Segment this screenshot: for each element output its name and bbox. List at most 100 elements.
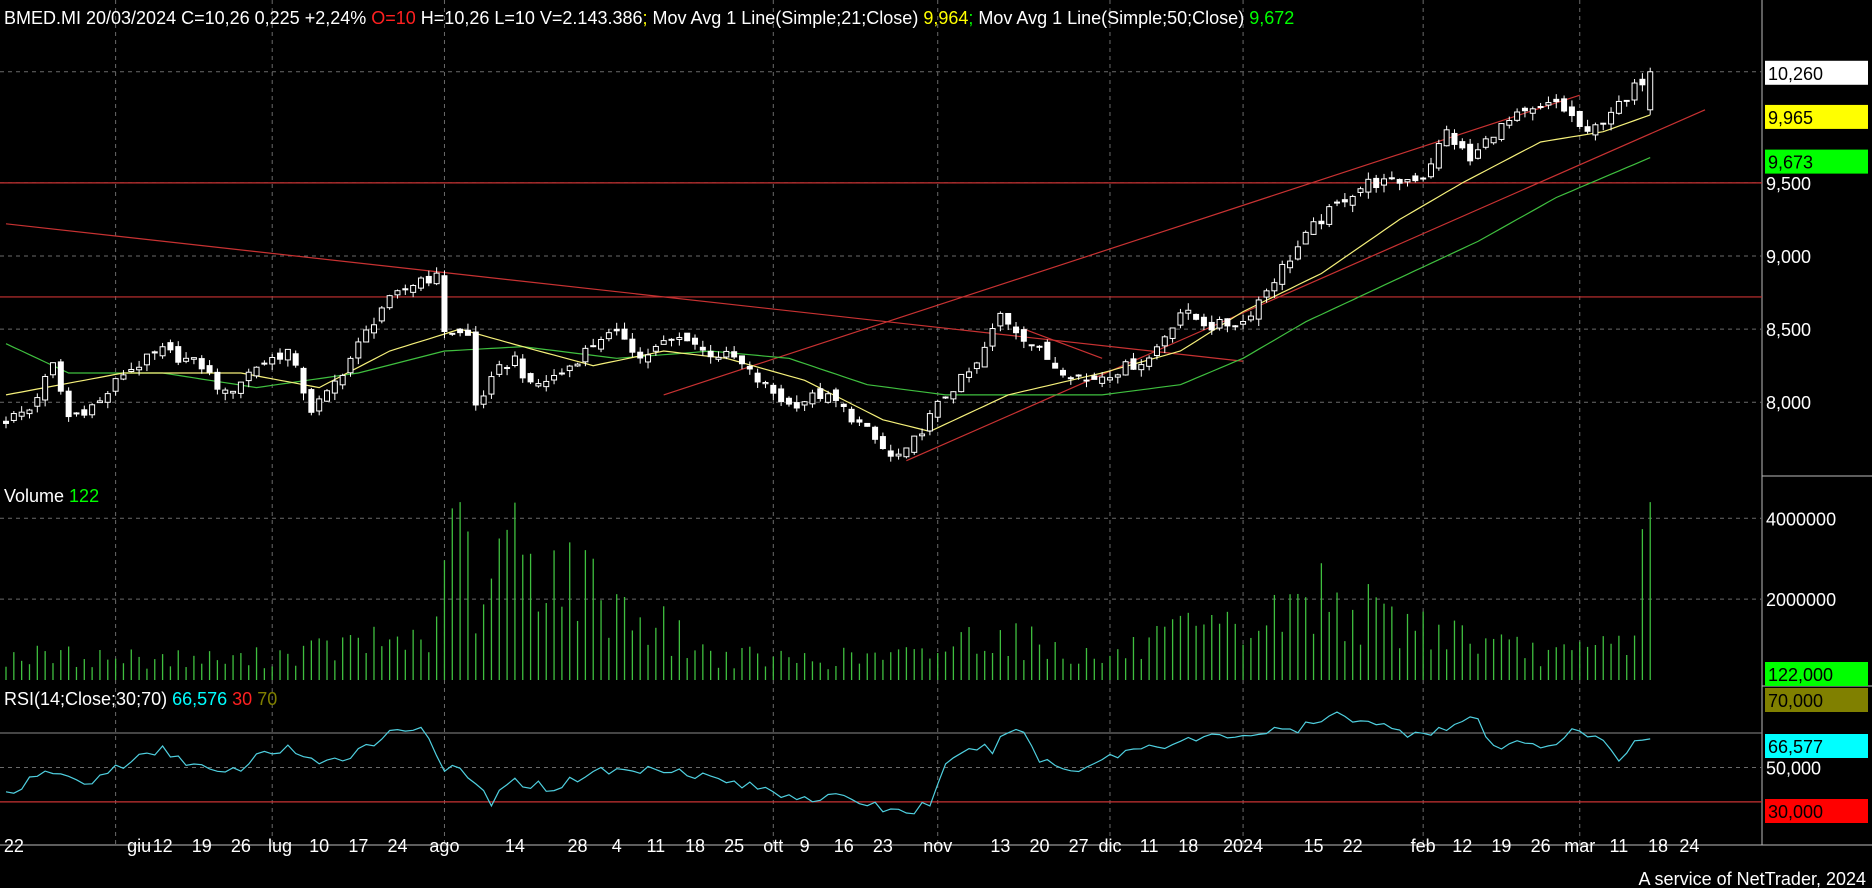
candle-body [324, 390, 331, 402]
candle-body [214, 371, 221, 390]
date-tick-label: 10 [309, 836, 329, 856]
candle-body [1545, 102, 1552, 106]
date-tick-label: 17 [348, 836, 368, 856]
candle-body [128, 368, 135, 372]
candle-body [245, 371, 252, 382]
candle-body [801, 401, 808, 406]
price-badge-bg [1765, 149, 1868, 174]
candle-body [919, 433, 926, 437]
candle-body [1224, 318, 1231, 327]
date-tick-label: 28 [568, 836, 588, 856]
candle-body [840, 403, 847, 407]
candle-body [856, 419, 863, 423]
candle-body [402, 288, 409, 291]
date-tick-label: 23 [873, 836, 893, 856]
trendline [1023, 328, 1103, 359]
candle-body [198, 358, 205, 370]
rsi-tick-label: 50,000 [1766, 758, 1821, 778]
grid [0, 0, 1872, 846]
candle-body [825, 393, 832, 403]
date-tick-label: mar [1564, 836, 1595, 856]
candle-body [1161, 336, 1168, 347]
candle-body [190, 357, 197, 360]
candle-body [605, 332, 612, 340]
candle-body [637, 351, 644, 359]
candle-body [449, 332, 456, 335]
candle-body [1020, 329, 1027, 342]
candle-body [151, 351, 158, 354]
candle-body [746, 365, 753, 370]
candle-body [1114, 374, 1121, 378]
candle-body [551, 374, 558, 381]
rsi-badge-bg [1765, 734, 1868, 758]
candle-body [386, 295, 393, 309]
volume-badge: 122,000 [1768, 665, 1833, 685]
candle-body [1623, 99, 1630, 102]
candle-body [1240, 321, 1247, 325]
candle-body [488, 376, 495, 395]
candle-body [934, 400, 941, 418]
candle-body [480, 395, 487, 405]
rsi-legend: RSI(14;Close;30;70) 66,576 30 70 [4, 689, 277, 709]
rsi-badge-bg [1765, 799, 1868, 823]
candle-body [817, 388, 824, 399]
date-tick-label: 20 [1029, 836, 1049, 856]
candle-body [809, 392, 816, 405]
candle-body [347, 357, 354, 374]
candle-body [527, 373, 534, 383]
candle-body [183, 357, 190, 362]
candle-body [1600, 122, 1607, 125]
candle-body [1404, 179, 1411, 183]
candle-body [1420, 177, 1427, 180]
candle-body [785, 397, 792, 405]
candle-body [96, 400, 103, 404]
candle-body [989, 328, 996, 347]
candle-body [1365, 178, 1372, 193]
candle-body [269, 357, 276, 365]
rsi-badge: 66,577 [1768, 737, 1823, 757]
candle-body [1506, 119, 1513, 126]
candle-body [1467, 143, 1474, 162]
candle-body [926, 413, 933, 432]
candle-body [1443, 129, 1450, 147]
candle-body [1334, 201, 1341, 204]
candle-body [1208, 321, 1215, 331]
candle-body [1146, 357, 1153, 367]
candle-body [433, 272, 440, 285]
date-tick-label: 11 [647, 836, 666, 856]
price-tick-label: 9,000 [1766, 247, 1811, 267]
candle-body [1537, 106, 1544, 109]
date-tick-label: 11 [1140, 836, 1159, 856]
candle-body [950, 391, 957, 400]
candle-body [590, 345, 597, 348]
candle-body [1396, 178, 1403, 184]
candle-body [3, 420, 9, 424]
candle-body [715, 356, 722, 360]
candle-body [1427, 163, 1434, 178]
candle-body [1013, 326, 1020, 334]
date-tick-label: 18 [1648, 836, 1668, 856]
candle-body [1373, 177, 1380, 189]
candle-body [112, 378, 119, 392]
candle-body [598, 339, 605, 350]
candle-body [645, 354, 652, 363]
price-tick-label: 9,500 [1766, 174, 1811, 194]
candle-body [676, 337, 683, 340]
candle-body [136, 366, 143, 371]
candle-body [668, 338, 675, 341]
date-tick-label: 26 [231, 836, 251, 856]
candle-body [1059, 369, 1066, 376]
date-tick-label: 13 [990, 836, 1010, 856]
candle-body [997, 312, 1004, 327]
candle-body [89, 404, 96, 416]
candle-body [1302, 231, 1309, 245]
candle-body [370, 324, 377, 334]
date-tick-label: 4 [612, 836, 622, 856]
candle-body [1255, 299, 1262, 320]
candle-body [292, 353, 299, 366]
candle-body [81, 409, 88, 416]
candle-body [1412, 175, 1419, 182]
price-badge-bg [1765, 104, 1868, 129]
axis-labels: 9,500 9,000 8,500 8,000 10,260 9,965 9,673 4000… [4, 60, 1868, 856]
